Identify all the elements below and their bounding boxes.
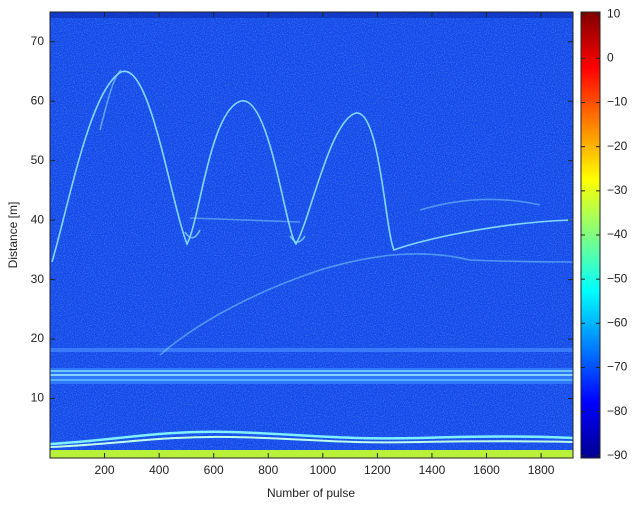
colorbar-tick-label: −30 [607, 183, 628, 197]
band [50, 450, 573, 458]
wave [50, 430, 573, 446]
y-tick-label: 10 [31, 391, 45, 405]
echo-curves [51, 69, 573, 356]
y-tick-label: 40 [31, 212, 45, 226]
colorbar-tick-label: −20 [607, 139, 628, 153]
x-tick-label: 400 [149, 463, 169, 477]
colorbar-tick-label: −10 [607, 95, 628, 109]
y-axis-label: Distance [m] [6, 202, 20, 269]
band [50, 348, 573, 352]
x-tick-label: 800 [258, 463, 278, 477]
y-tick-label: 70 [31, 34, 45, 48]
y-tick-label: 30 [31, 272, 45, 286]
x-tick-label: 1000 [309, 463, 336, 477]
colorbar-tick-label: 0 [607, 51, 614, 65]
colorbar-tick-label: −90 [607, 448, 628, 462]
colorbar-tick-label: −40 [607, 227, 628, 241]
x-tick-label: 1200 [364, 463, 391, 477]
x-tick-label: 1600 [473, 463, 500, 477]
colorbar-tick-label: −70 [607, 360, 628, 374]
colorbar-tick-label: −60 [607, 315, 628, 329]
x-tick-label: 1800 [528, 463, 555, 477]
heatmap-field [50, 12, 573, 458]
plot-frame [49, 11, 574, 459]
axes: 200 400 600 800 1000 1200 1400 1600 180010203040… [31, 6, 628, 477]
y-tick-label: 20 [31, 331, 45, 345]
x-axis-label: Number of pulse [267, 486, 355, 500]
y-tick-label: 60 [31, 93, 45, 107]
colorbar-tick-label: −50 [607, 271, 628, 285]
top-edge [50, 12, 573, 18]
x-tick-label: 1400 [419, 463, 446, 477]
x-tick-label: 600 [204, 463, 224, 477]
wave [50, 435, 573, 448]
x-tick-label: 200 [95, 463, 115, 477]
colorbar-tick-label: 10 [607, 6, 621, 20]
y-tick-label: 50 [31, 153, 45, 167]
field-noise [50, 12, 573, 458]
colorbar-tick-label: −80 [607, 404, 628, 418]
